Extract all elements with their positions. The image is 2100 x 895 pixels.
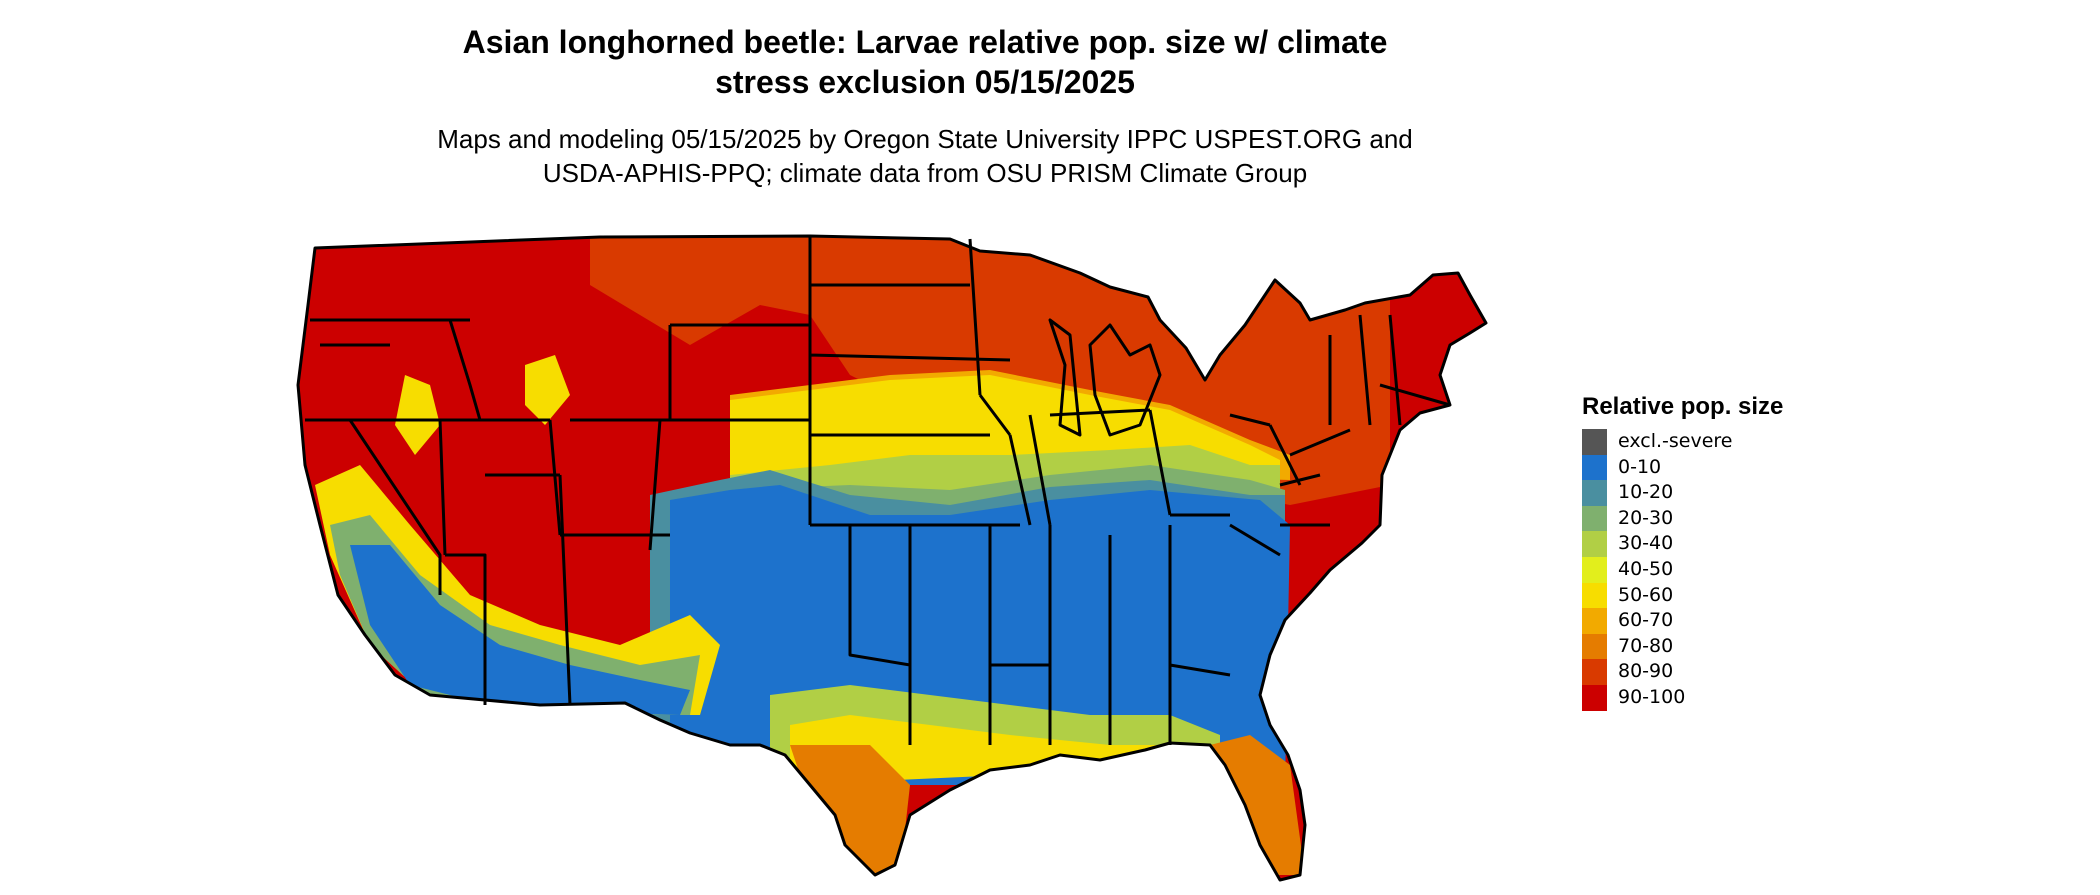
boundary-northern-tier xyxy=(305,318,810,551)
legend-item: excl.-severe xyxy=(1582,429,1783,455)
zone-southwest-blue xyxy=(350,545,690,715)
population-zones xyxy=(298,236,1486,880)
legend-label: 70-80 xyxy=(1618,634,1674,657)
legend-title: Relative pop. size xyxy=(1582,393,1784,420)
boundary-east xyxy=(1279,314,1451,527)
legend: Relative pop. size excl.-severe 0-10 10-20… xyxy=(1582,393,1783,711)
boundary-west xyxy=(310,343,670,706)
us-outline xyxy=(296,234,1488,882)
subtitle-line-1: Maps and modeling 05/15/2025 by Oregon S… xyxy=(437,124,1413,154)
legend-item: 40-50 xyxy=(1582,556,1783,583)
state-boundaries xyxy=(296,234,1488,882)
legend-swatch xyxy=(1582,556,1607,583)
legend-swatch xyxy=(1582,480,1607,506)
legend-label: 10-20 xyxy=(1618,481,1674,504)
legend-swatch xyxy=(1582,429,1607,455)
legend-item: 60-70 xyxy=(1582,608,1783,634)
legend-swatch xyxy=(1582,684,1607,711)
us-population-map xyxy=(296,234,1488,882)
legend-label: 0-10 xyxy=(1618,455,1662,478)
legend-item: 30-40 xyxy=(1582,531,1783,557)
legend-swatch xyxy=(1582,454,1607,481)
legend-label: 60-70 xyxy=(1618,609,1674,632)
legend-item: 70-80 xyxy=(1582,633,1783,660)
legend-item: 0-10 xyxy=(1582,454,1783,481)
michigan-peninsula xyxy=(1088,323,1162,437)
legend-label: 20-30 xyxy=(1618,506,1674,529)
legend-label: 80-90 xyxy=(1618,660,1674,683)
boundary-plains xyxy=(668,236,1020,527)
legend-swatch xyxy=(1582,505,1607,532)
title-line-2: stress exclusion 05/15/2025 xyxy=(715,64,1135,100)
boundary-south xyxy=(848,523,1281,745)
map-subtitle: Maps and modeling 05/15/2025 by Oregon S… xyxy=(360,122,1490,190)
legend-swatch xyxy=(1582,531,1607,557)
legend-label: 90-100 xyxy=(1618,685,1686,708)
map-title: Asian longhorned beetle: Larvae relative… xyxy=(360,22,1490,102)
legend-swatch xyxy=(1582,608,1607,634)
legend-label: 50-60 xyxy=(1618,583,1674,606)
legend-item: 90-100 xyxy=(1582,684,1783,711)
subtitle-line-2: USDA-APHIS-PPQ; climate data from OSU PR… xyxy=(542,158,1308,188)
zone-west-yellow-patches xyxy=(395,355,570,455)
zone-texas-tip xyxy=(790,745,910,875)
legend-label: 30-40 xyxy=(1618,532,1674,555)
legend-items: excl.-severe 0-10 10-20 20-30 30-40 40-50 50-6… xyxy=(1582,429,1783,711)
title-line-1: Asian longhorned beetle: Larvae relative… xyxy=(462,24,1388,60)
legend-label: excl.-severe xyxy=(1618,430,1733,452)
legend-swatch xyxy=(1582,633,1607,660)
legend-item: 50-60 xyxy=(1582,582,1783,609)
legend-item: 80-90 xyxy=(1582,659,1783,685)
great-lake-michigan xyxy=(1048,318,1082,437)
legend-item: 20-30 xyxy=(1582,505,1783,532)
legend-label: 40-50 xyxy=(1618,557,1674,580)
legend-item: 10-20 xyxy=(1582,480,1783,506)
legend-swatch xyxy=(1582,582,1607,609)
legend-swatch xyxy=(1582,659,1607,685)
